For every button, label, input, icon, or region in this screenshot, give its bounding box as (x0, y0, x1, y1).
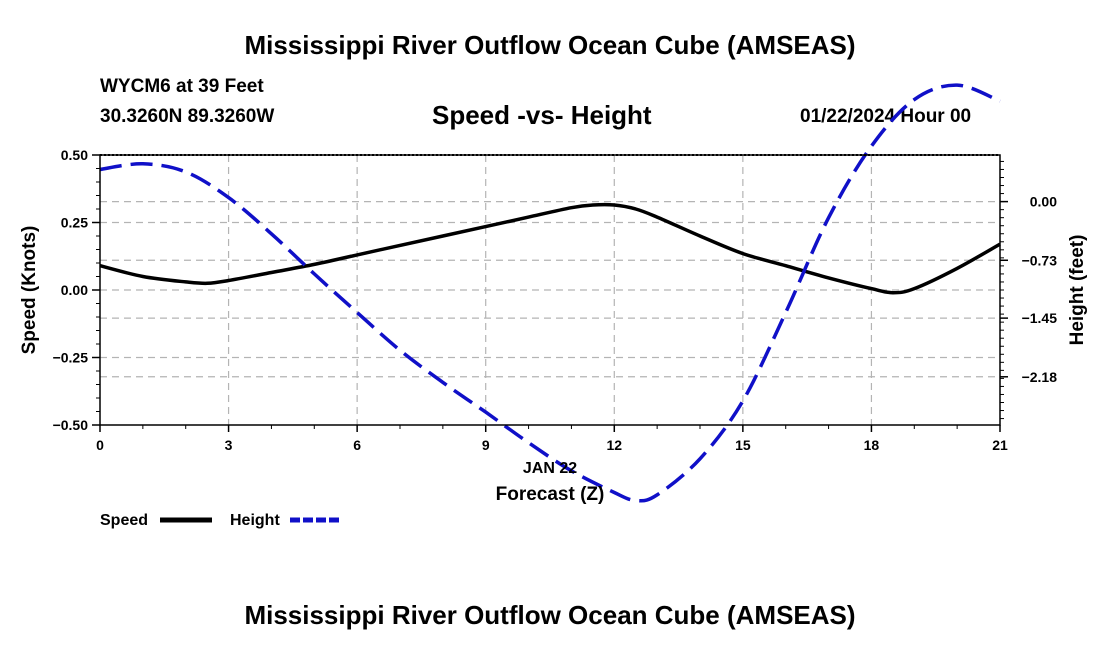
station-label: WYCM6 at 39 Feet (100, 76, 264, 97)
chart-title: Speed -vs- Height (432, 100, 652, 130)
x-tick-label: 3 (225, 437, 233, 453)
legend-height-label: Height (230, 512, 280, 529)
y-tick-label: 0.25 (61, 215, 88, 231)
y2-tick-label: −1.45 (1022, 310, 1058, 326)
y-tick-label: −0.25 (53, 350, 89, 366)
legend-speed-label: Speed (100, 512, 148, 529)
x-tick-label: 12 (606, 437, 622, 453)
y-axis-label: Speed (Knots) (19, 226, 40, 355)
series-line-height (99, 83, 1001, 503)
x-tick-label: 6 (353, 437, 361, 453)
x-tick-label: 18 (864, 437, 880, 453)
x-tick-label: 0 (96, 437, 104, 453)
y2-tick-label: 0.00 (1030, 194, 1057, 210)
grid-layer (100, 155, 1000, 425)
x-axis-label: Forecast (Z) (496, 484, 605, 505)
x-tick-label: 15 (735, 437, 751, 453)
series-line-speed (99, 202, 1001, 295)
bottom-title: Mississippi River Outflow Ocean Cube (AM… (244, 600, 856, 630)
y2-tick-label: −0.73 (1022, 252, 1058, 268)
main-title: Mississippi River Outflow Ocean Cube (AM… (244, 30, 856, 60)
legend: Speed Height (100, 512, 342, 529)
date-label: JAN 22 (523, 460, 577, 477)
tick-layer: 0 3 6 9 12 15 18 21 −0.50 −0.25 0.00 0.25 0.50 0.00 −0… (53, 147, 1058, 453)
x-tick-label: 21 (992, 437, 1008, 453)
y2-tick-label: −2.18 (1022, 369, 1058, 385)
y-tick-label: 0.50 (61, 147, 88, 163)
x-tick-label: 9 (482, 437, 490, 453)
coordinates-label: 30.3260N 89.3260W (100, 106, 275, 127)
series-layer (99, 83, 1001, 503)
y-tick-label: 0.00 (61, 282, 88, 298)
datetime-label: 01/22/2024 Hour 00 (800, 106, 972, 127)
y2-axis-label: Height (feet) (1067, 235, 1088, 346)
y-tick-label: −0.50 (53, 417, 89, 433)
